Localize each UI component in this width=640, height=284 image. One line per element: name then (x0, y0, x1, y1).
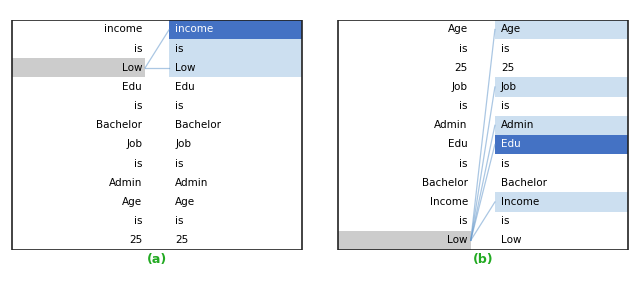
Text: Age: Age (447, 24, 468, 34)
Text: Job: Job (501, 82, 517, 92)
Text: Bachelor: Bachelor (422, 178, 468, 188)
Text: 25: 25 (129, 235, 142, 245)
Text: income: income (175, 24, 214, 34)
Text: Job: Job (175, 139, 191, 149)
Text: 25: 25 (454, 63, 468, 73)
Text: Bachelor: Bachelor (175, 120, 221, 130)
Text: Edu: Edu (122, 82, 142, 92)
Text: Age: Age (122, 197, 142, 207)
Text: is: is (175, 44, 184, 54)
Text: Job: Job (452, 82, 468, 92)
Text: is: is (501, 216, 509, 226)
Text: (b): (b) (472, 253, 493, 266)
Text: is: is (501, 101, 509, 111)
Text: is: is (175, 101, 184, 111)
Bar (495, 193, 628, 212)
Text: is: is (134, 216, 142, 226)
Bar (338, 231, 471, 250)
Text: Admin: Admin (501, 120, 534, 130)
Text: is: is (501, 159, 509, 169)
Text: Job: Job (126, 139, 142, 149)
Text: 25: 25 (501, 63, 514, 73)
Text: Edu: Edu (175, 82, 195, 92)
Text: Bachelor: Bachelor (96, 120, 142, 130)
Text: Low: Low (447, 235, 468, 245)
Text: Admin: Admin (109, 178, 142, 188)
Text: is: is (460, 101, 468, 111)
Text: is: is (175, 216, 184, 226)
Text: Bachelor: Bachelor (501, 178, 547, 188)
Text: Admin: Admin (175, 178, 209, 188)
Text: Edu: Edu (501, 139, 521, 149)
Bar (495, 116, 628, 135)
Text: is: is (134, 101, 142, 111)
Bar (495, 20, 628, 39)
Text: Admin: Admin (435, 120, 468, 130)
Text: Low: Low (175, 63, 196, 73)
Text: is: is (134, 159, 142, 169)
Text: Age: Age (175, 197, 195, 207)
Bar (169, 58, 302, 77)
Text: Low: Low (501, 235, 522, 245)
Bar (12, 58, 145, 77)
Text: Age: Age (501, 24, 521, 34)
Text: Edu: Edu (448, 139, 468, 149)
Text: Income: Income (501, 197, 539, 207)
Bar (169, 20, 302, 39)
Text: (a): (a) (147, 253, 167, 266)
Text: income: income (104, 24, 142, 34)
Text: is: is (134, 44, 142, 54)
Text: is: is (460, 159, 468, 169)
Text: is: is (460, 44, 468, 54)
Text: is: is (175, 159, 184, 169)
Text: 25: 25 (175, 235, 189, 245)
Text: Low: Low (122, 63, 142, 73)
Bar (495, 135, 628, 154)
Bar (495, 77, 628, 97)
Bar (169, 39, 302, 58)
Text: Income: Income (429, 197, 468, 207)
Text: is: is (501, 44, 509, 54)
Text: is: is (460, 216, 468, 226)
